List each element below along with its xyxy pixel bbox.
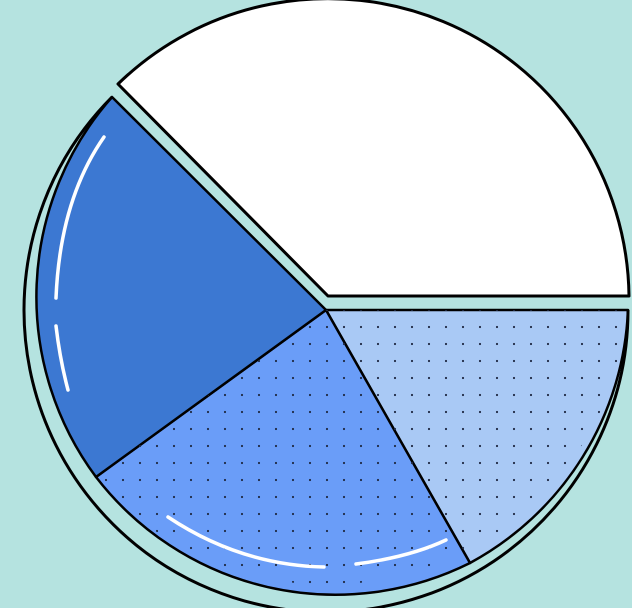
white-slice: [116, 0, 631, 298]
highlight-stroke: [54, 135, 106, 300]
pie-rim: [22, 95, 630, 608]
dark-blue-slice: [35, 95, 328, 479]
highlight-stroke: [354, 538, 448, 566]
highlight-stroke: [54, 324, 70, 392]
highlight-stroke: [166, 515, 326, 569]
